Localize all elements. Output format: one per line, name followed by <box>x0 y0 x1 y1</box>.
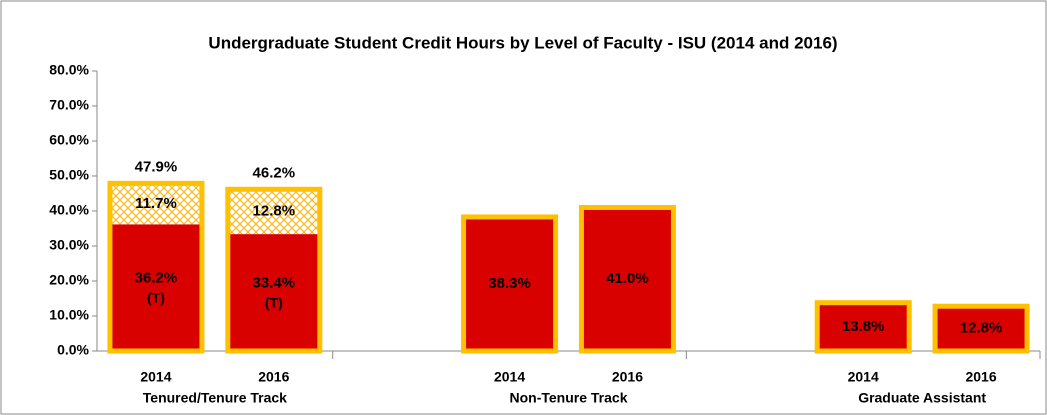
y-tick-label: 80.0% <box>49 62 89 78</box>
bar-segment <box>935 306 1028 351</box>
y-tick-label: 0.0% <box>57 342 89 358</box>
y-tick-label: 60.0% <box>49 132 89 148</box>
data-label: 11.7% <box>135 195 177 212</box>
bar-segment <box>463 216 556 351</box>
x-tick-label: 2014 <box>494 369 525 385</box>
chart-title: Undergraduate Student Credit Hours by Le… <box>208 33 837 52</box>
data-label: 13.8% <box>842 318 885 335</box>
bar-outline <box>932 303 1030 354</box>
data-note: (T) <box>147 289 165 305</box>
total-label: 47.9% <box>135 158 178 175</box>
y-tick-label: 10.0% <box>49 307 89 323</box>
x-tick-label: 2016 <box>258 369 289 385</box>
bar-outline <box>578 205 676 354</box>
bar-segment <box>109 224 202 351</box>
data-label: 12.8% <box>960 320 1003 337</box>
bar-outline <box>461 214 559 354</box>
data-label: 12.8% <box>253 203 296 220</box>
x-tick-label: 2014 <box>140 369 171 385</box>
y-tick-label: 30.0% <box>49 237 89 253</box>
bar-segment <box>581 207 674 351</box>
bar-outline <box>814 300 912 354</box>
bar-segment <box>227 189 320 235</box>
bar-segment <box>817 302 910 351</box>
data-label: 41.0% <box>606 270 649 287</box>
y-tick-label: 40.0% <box>49 202 89 218</box>
data-label: 38.3% <box>488 275 531 292</box>
bar-segment <box>109 183 202 225</box>
group-label: Tenured/Tenure Track <box>143 390 287 406</box>
group-label: Graduate Assistant <box>858 390 986 406</box>
group-label: Non-Tenure Track <box>510 390 628 406</box>
total-label: 46.2% <box>253 164 296 181</box>
bar-outline <box>107 180 205 354</box>
y-tick-label: 20.0% <box>49 272 89 288</box>
y-tick-label: 70.0% <box>49 97 89 113</box>
x-tick-label: 2016 <box>965 369 996 385</box>
bar-outline <box>225 186 323 354</box>
y-tick-label: 50.0% <box>49 167 89 183</box>
x-tick-label: 2014 <box>848 369 879 385</box>
x-tick-label: 2016 <box>612 369 643 385</box>
bar-segment <box>227 234 320 351</box>
data-label: 33.4% <box>253 275 296 292</box>
data-label: 36.2% <box>135 270 178 287</box>
data-note: (T) <box>265 294 283 310</box>
